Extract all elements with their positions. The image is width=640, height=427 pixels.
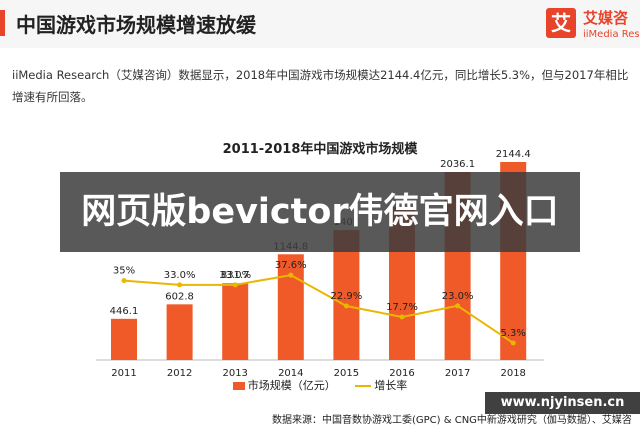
legend-bar-label: 市场规模（亿元） bbox=[247, 379, 336, 392]
growth-point-2015 bbox=[343, 303, 349, 309]
x-tick-2017: 2017 bbox=[445, 368, 470, 379]
bar-label-2011: 446.1 bbox=[110, 306, 139, 317]
growth-label-2013: 33.0% bbox=[219, 270, 251, 281]
growth-point-2011 bbox=[121, 278, 127, 284]
growth-label-2016: 17.7% bbox=[386, 302, 418, 313]
logo-chinese-name: 艾媒咨 bbox=[583, 9, 629, 27]
x-tick-2011: 2011 bbox=[111, 368, 136, 379]
chart-legend: 市场规模（亿元） 增长率 bbox=[0, 377, 640, 393]
bar-label-2012: 602.8 bbox=[165, 291, 194, 302]
page-title: 中国游戏市场规模增速放缓 bbox=[16, 13, 256, 37]
x-tick-2015: 2015 bbox=[334, 368, 359, 379]
legend-bar-swatch bbox=[232, 382, 245, 390]
x-tick-2012: 2012 bbox=[167, 368, 192, 379]
growth-point-2018 bbox=[510, 340, 516, 346]
legend-line-swatch bbox=[355, 385, 372, 387]
growth-point-2013 bbox=[232, 282, 238, 288]
growth-label-2012: 33.0% bbox=[164, 270, 196, 281]
growth-label-2011: 35% bbox=[113, 266, 135, 277]
iimedia-logo-icon: 艾 bbox=[546, 8, 576, 38]
legend-item-bar: 市场规模（亿元） bbox=[232, 377, 336, 393]
logo-english-name: iiMedia Resea bbox=[583, 29, 640, 40]
growth-point-2014 bbox=[288, 272, 294, 278]
growth-rate-line bbox=[123, 274, 514, 344]
growth-label-2015: 22.9% bbox=[331, 291, 363, 302]
bar-2011 bbox=[111, 318, 137, 360]
header-accent-bar bbox=[0, 10, 5, 36]
chart-title: 2011-2018年中国游戏市场规模 bbox=[222, 142, 418, 157]
x-tick-2013: 2013 bbox=[222, 368, 247, 379]
growth-label-2014: 37.6% bbox=[275, 260, 307, 271]
x-tick-2016: 2016 bbox=[389, 368, 414, 379]
data-source-note: 数据来源：中国音数协游戏工委(GPC) & CNG中新游戏研究（伽马数据）、艾媒… bbox=[272, 415, 632, 426]
bar-2013 bbox=[222, 283, 249, 360]
growth-point-2017 bbox=[455, 303, 461, 309]
x-tick-2014: 2014 bbox=[278, 368, 303, 379]
growth-label-2017: 23.0% bbox=[442, 291, 474, 302]
bar-label-2017: 2036.1 bbox=[440, 159, 475, 170]
legend-item-line: 增长率 bbox=[355, 377, 407, 393]
growth-point-2016 bbox=[399, 314, 405, 320]
x-tick-2018: 2018 bbox=[500, 368, 525, 379]
bar-2012 bbox=[166, 304, 193, 360]
growth-point-2012 bbox=[177, 282, 183, 288]
overlay-banner: 网页版bevictor伟德官网入口 bbox=[60, 172, 580, 252]
bar-2014 bbox=[277, 254, 304, 360]
watermark: www.njyinsen.cn bbox=[485, 392, 640, 414]
description-text: iiMedia Research（艾媒咨询）数据显示，2018年中国游戏市场规模… bbox=[12, 68, 629, 104]
header-band: 中国游戏市场规模增速放缓 艾 艾媒咨 iiMedia Resea bbox=[0, 0, 640, 48]
growth-label-2018: 5.3% bbox=[500, 328, 525, 339]
legend-line-label: 增长率 bbox=[374, 379, 408, 392]
bar-label-2013: 831.7 bbox=[221, 270, 250, 281]
bar-label-2018: 2144.4 bbox=[496, 149, 531, 160]
